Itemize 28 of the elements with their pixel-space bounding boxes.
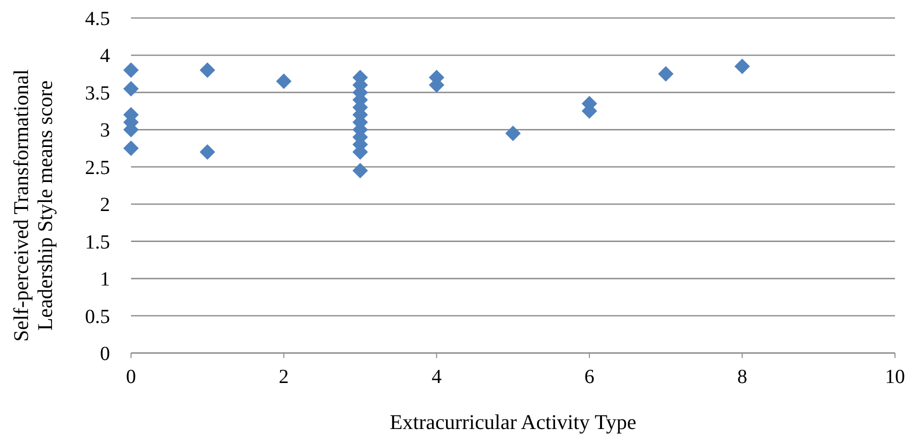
- y-tick-label: 1: [100, 268, 110, 291]
- point: [123, 62, 139, 78]
- point: [734, 58, 750, 74]
- y-tick-label: 4: [100, 45, 110, 68]
- y-tick-label: 1.5: [85, 231, 110, 254]
- y-tick-label: 2: [100, 194, 110, 216]
- point: [658, 66, 674, 82]
- point: [352, 162, 368, 178]
- x-tick-label: 10: [885, 366, 905, 388]
- y-axis-title: Self-perceived Transformational Leadership Style means score: [9, 69, 57, 342]
- y-tick-label: 0: [100, 343, 110, 365]
- y-tick-label: 3: [100, 120, 110, 142]
- point: [505, 126, 521, 142]
- point: [276, 74, 292, 90]
- y-tick-label: 0.5: [85, 306, 110, 328]
- x-tick-label: 2: [278, 366, 289, 388]
- x-tick-label: 4: [432, 366, 442, 388]
- x-tick-label: 8: [737, 366, 748, 388]
- point: [200, 62, 216, 78]
- y-tick-label: 3.5: [85, 82, 110, 104]
- point: [123, 80, 139, 96]
- y-tick-label: 4.5: [85, 8, 110, 30]
- x-tick-label: 6: [584, 366, 594, 388]
- x-tick-label: 0: [126, 366, 136, 388]
- point: [200, 144, 216, 160]
- y-tick-label: 2.5: [85, 156, 110, 179]
- point: [123, 140, 139, 156]
- x-axis-title: Extracurricular Activity Type: [390, 410, 636, 434]
